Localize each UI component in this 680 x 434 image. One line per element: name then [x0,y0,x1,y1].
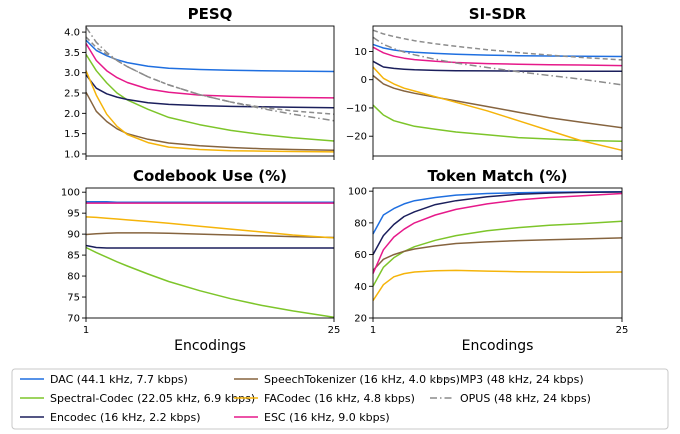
series-line-opus [372,36,623,86]
y-tick-label: 3.0 [64,68,80,79]
series-line-encodec [372,191,623,255]
series-line-opus [85,26,335,122]
legend-label: OPUS (48 kHz, 24 kbps) [460,392,591,405]
series-line-speechtok [85,91,335,152]
y-tick-label: 60 [354,250,367,261]
y-tick-label: 40 [354,282,367,293]
y-tick-label: 100 [61,188,80,199]
legend-label: DAC (44.1 kHz, 7.7 kbps) [50,373,188,386]
x-tick-label: 25 [616,325,629,336]
legend-label: SpeechTokenizer (16 kHz, 4.0 kbps) [264,373,460,386]
legend-label: ESC (16 kHz, 9.0 kbps) [264,411,390,424]
legend: DAC (44.1 kHz, 7.7 kbps) Spectral-Codec (… [11,368,669,430]
series-line-facodec [372,66,623,152]
axes-frame [372,187,623,319]
series-line-encodec [85,74,335,109]
axes-frame [85,187,335,319]
y-tick-label: −20 [346,132,367,143]
series-line-spectral [85,246,335,318]
x-axis-label: Encodings [174,338,246,354]
x-tick-label: 1 [83,325,89,336]
chart-panel-3: Codebook Use (%) 70 75 80 85 90 95 100 1 25 Encodi… [61,167,340,354]
y-tick-label: 90 [67,230,80,241]
y-tick-label: 80 [67,272,80,283]
y-tick-label: −10 [346,103,367,114]
series-line-encodec [372,60,622,72]
series-line-mp3 [85,36,335,115]
y-tick-label: 2.0 [64,109,80,120]
axes-frame [372,25,623,157]
series-line-facodec [85,70,335,153]
chart-title: Codebook Use (%) [133,167,287,185]
y-tick-label: 100 [348,187,367,198]
series-line-speechtok [372,237,623,271]
series-line-mp3 [372,29,623,61]
series-line-dac [86,201,334,204]
series-line-spectral [372,104,623,143]
series-line-esc [85,43,335,99]
chart-title: PESQ [188,5,233,23]
y-tick-label: 85 [67,251,80,262]
series-line-encodec [85,244,334,249]
series-line-speechtok [372,74,623,129]
y-tick-label: 3.5 [64,48,80,59]
series-line-spectral [85,53,335,142]
series-line-spectral [372,220,623,287]
chart-title: SI-SDR [469,5,527,23]
y-tick-label: 10 [354,47,367,58]
legend-label: Encodec (16 kHz, 2.2 kbps) [50,411,201,424]
chart-panel-4: Token Match (%) 20 40 60 80 100 1 25 Encodings [348,167,628,354]
y-tick-label: 2.5 [64,89,80,100]
chart-panel-1: PESQ 1.0 1.5 2.0 2.5 3.0 3.5 4.0 [64,5,335,160]
chart-panel-2: SI-SDR −20 −10 0 10 [346,5,623,160]
x-tick-label: 25 [328,325,341,336]
series-line-facodec [372,269,623,302]
y-tick-label: 95 [67,209,80,220]
y-tick-label: 1.0 [64,149,80,160]
y-tick-label: 20 [354,314,367,325]
y-tick-label: 0 [361,75,367,86]
x-axis-label: Encodings [462,338,534,354]
y-tick-label: 70 [67,314,80,325]
legend-box [11,368,669,430]
axes-frame [85,25,335,157]
series-line-esc [372,192,623,274]
y-tick-label: 75 [67,293,80,304]
y-tick-label: 4.0 [64,28,80,39]
series-line-facodec [85,216,335,239]
chart-title: Token Match (%) [428,167,568,185]
series-line-dac [372,43,623,58]
legend-label: Spectral-Codec (22.05 kHz, 6.9 kbps) [50,392,255,405]
x-tick-label: 1 [370,325,376,336]
y-tick-label: 80 [354,218,367,229]
y-tick-label: 1.5 [64,129,80,140]
legend-label: MP3 (48 kHz, 24 kbps) [460,373,584,386]
series-line-dac [85,39,335,73]
series-line-speechtok [85,232,335,239]
legend-label: FACodec (16 kHz, 4.8 kbps) [264,392,415,405]
